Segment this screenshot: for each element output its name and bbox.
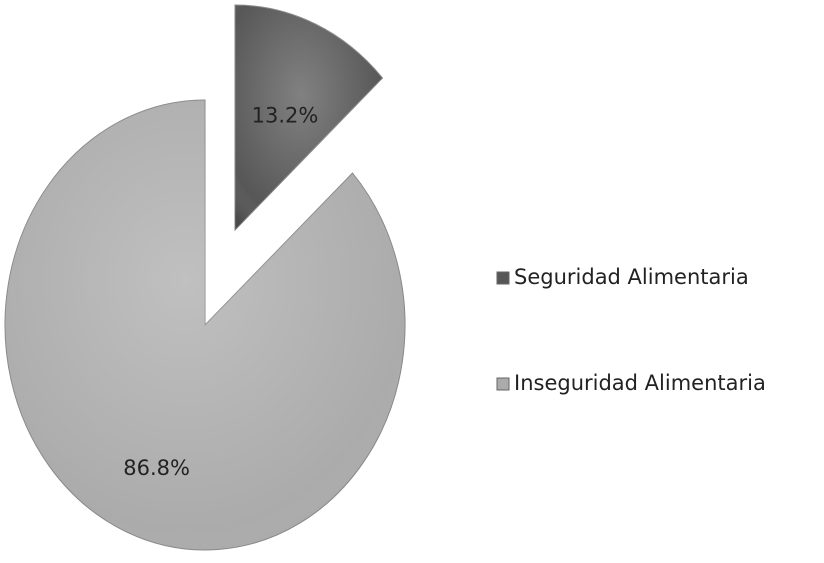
legend-swatch bbox=[496, 377, 510, 391]
legend-swatch bbox=[496, 271, 510, 285]
data-label: 86.8% bbox=[123, 456, 190, 480]
slice-shade bbox=[4, 100, 405, 550]
legend-label: Inseguridad Alimentaria bbox=[514, 371, 766, 395]
slice-shade bbox=[235, 5, 383, 230]
data-label: 13.2% bbox=[252, 104, 319, 128]
legend-label: Seguridad Alimentaria bbox=[514, 265, 749, 289]
